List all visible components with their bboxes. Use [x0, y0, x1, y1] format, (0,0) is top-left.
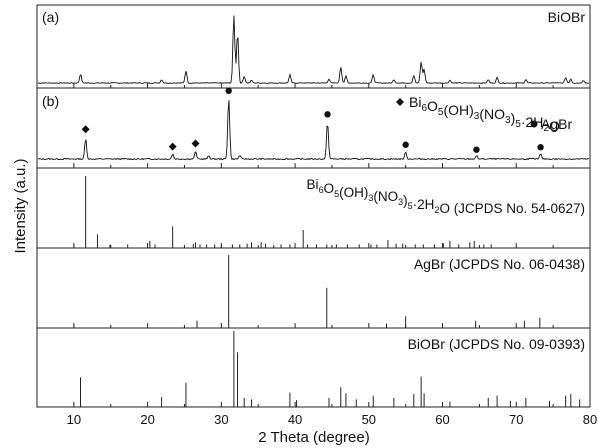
marker-diamond-2 — [191, 139, 200, 148]
pattern-line-b — [37, 100, 590, 161]
marker-diamond-0 — [81, 125, 90, 134]
panel-frame-e — [36, 327, 591, 408]
x-tick-label: 10 — [67, 412, 81, 427]
x-tick-label: 20 — [140, 412, 154, 427]
legend-label-agbr: AgBr — [541, 116, 572, 132]
pattern-b — [37, 100, 590, 161]
pattern-a — [38, 15, 590, 85]
markers-b — [81, 87, 544, 153]
x-axis-label: 2 Theta (degree) — [258, 429, 369, 446]
x-tick-label: 40 — [288, 412, 302, 427]
series-name-c: Bi6O5(OH)3(NO3)5·2H2O (JCPDS No. 54-0627… — [307, 177, 585, 216]
x-tick-label: 30 — [214, 412, 228, 427]
sticks-c — [85, 176, 492, 248]
panel-label-a: (a) — [42, 9, 59, 25]
x-tick-label: 60 — [435, 412, 449, 427]
legend-marker-dot — [530, 120, 538, 128]
marker-diamond-1 — [168, 142, 177, 151]
legend-label-bi6o5: Bi6O5(OH)3(NO3)5·2H2O — [409, 94, 560, 134]
x-tick-label: 80 — [583, 412, 597, 427]
marker-dot-3 — [225, 87, 232, 95]
marker-dot-4 — [324, 111, 331, 118]
series-name-a: BiOBr — [548, 9, 586, 25]
marker-dot-5 — [402, 141, 409, 148]
panel-frame-b — [36, 87, 591, 169]
x-tick-label: 70 — [509, 412, 523, 427]
legend-marker-diamond — [396, 98, 404, 106]
panel-frame-a — [36, 4, 591, 89]
sticks-e — [80, 331, 581, 407]
x-tick-label: 50 — [362, 412, 376, 427]
pattern-line-a — [38, 15, 590, 85]
legend-b: Bi6O5(OH)3(NO3)5·2H2O AgBr — [396, 94, 572, 134]
series-name-d: AgBr (JCPDS No. 06-0438) — [414, 256, 585, 272]
x-axis-ticks: 10 20 30 40 50 60 70 80 — [36, 83, 597, 427]
y-axis-label: Intensity (a.u.) — [12, 158, 29, 253]
panel-label-b: (b) — [42, 93, 59, 109]
series-name-e: BiOBr (JCPDS No. 09-0393) — [408, 336, 585, 352]
marker-dot-6 — [473, 146, 480, 153]
marker-dot-7 — [537, 144, 544, 151]
